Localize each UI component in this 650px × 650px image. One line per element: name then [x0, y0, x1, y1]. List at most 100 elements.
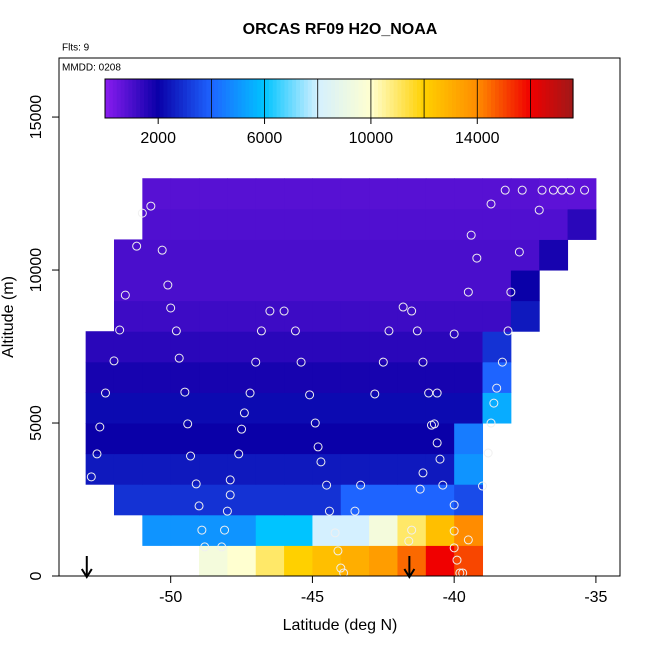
- heat-cell: [369, 392, 398, 424]
- heat-cell: [397, 178, 427, 210]
- heat-cell: [227, 545, 257, 576]
- colorbar-swatch: [495, 79, 500, 118]
- colorbar-swatch: [202, 79, 207, 118]
- heat-cell: [369, 239, 398, 271]
- heat-cell: [284, 239, 313, 271]
- colorbar-swatch: [502, 79, 508, 118]
- heat-cell: [255, 208, 285, 240]
- plot-frame: [58, 57, 621, 577]
- flight-point: [435, 454, 445, 464]
- colorbar-swatch: [190, 79, 196, 118]
- heat-cell: [227, 270, 257, 302]
- heat-cell: [567, 208, 597, 240]
- flight-point: [503, 326, 513, 336]
- heat-cell: [284, 208, 313, 240]
- colorbar-swatch: [253, 79, 258, 118]
- marker-arrowhead: [80, 568, 93, 579]
- heat-cell: [312, 392, 342, 424]
- heat-cell: [340, 239, 370, 271]
- heat-cell: [425, 239, 455, 271]
- colorbar-swatch: [116, 79, 122, 118]
- flight-point: [310, 418, 320, 428]
- heat-cell: [284, 178, 313, 210]
- marker-arrowhead: [403, 568, 416, 579]
- colorbar-swatch: [214, 79, 219, 118]
- colorbar-swatch: [475, 79, 480, 118]
- heat-cell: [284, 392, 313, 424]
- y-tick-label: 15000: [28, 95, 45, 140]
- colorbar-swatch: [175, 79, 180, 118]
- heat-cell: [142, 331, 172, 363]
- heat-cell: [425, 423, 455, 455]
- flight-point: [378, 357, 388, 367]
- heat-cell: [142, 392, 172, 424]
- flight-point: [548, 185, 558, 195]
- flight-point: [466, 230, 476, 240]
- heat-cell: [255, 270, 285, 302]
- heat-cell: [113, 300, 143, 332]
- flight-point: [290, 326, 300, 336]
- colorbar-swatch: [323, 79, 328, 118]
- flight-point: [217, 542, 227, 552]
- colorbar-swatch: [510, 79, 516, 118]
- heat-cell: [142, 514, 172, 546]
- heat-cell: [284, 423, 313, 455]
- flight-point: [449, 329, 459, 339]
- x-tick-label: -35: [584, 589, 607, 606]
- heat-cell: [425, 208, 455, 240]
- heat-cell: [425, 331, 455, 363]
- colorbar-swatch: [452, 79, 457, 118]
- heat-cell: [340, 270, 370, 302]
- flight-point: [452, 555, 462, 565]
- colorbar-swatch: [229, 79, 235, 118]
- heat-cell: [340, 178, 370, 210]
- colorbar-swatch: [522, 79, 527, 118]
- heat-cell: [170, 178, 200, 210]
- flight-point: [174, 353, 184, 363]
- heat-cell: [340, 331, 370, 363]
- heat-cell: [113, 484, 143, 516]
- colorbar-swatch: [514, 79, 519, 118]
- heat-cell: [454, 331, 484, 363]
- colorbar-swatch: [420, 79, 426, 118]
- colorbar-swatch: [292, 79, 297, 118]
- heat-cell: [142, 270, 172, 302]
- flight-point: [237, 424, 247, 434]
- heat-cell: [312, 545, 342, 576]
- colorbar-swatch: [163, 79, 168, 118]
- heat-cell: [454, 361, 484, 393]
- heat-cell: [227, 239, 257, 271]
- heat-cell: [284, 361, 313, 393]
- colorbar-swatch: [257, 79, 262, 118]
- colorbar-swatch: [350, 79, 356, 118]
- flight-point: [463, 287, 473, 297]
- heat-cell: [482, 270, 512, 302]
- flight-point: [200, 542, 210, 552]
- y-tick-label: 5000: [28, 405, 45, 441]
- heat-cell: [425, 178, 455, 210]
- colorbar-swatch: [518, 79, 523, 118]
- heat-cell: [312, 178, 342, 210]
- colorbar-swatch: [557, 79, 562, 118]
- colorbar-swatch: [186, 79, 192, 118]
- heat-cell: [255, 331, 285, 363]
- colorbar-swatch: [565, 79, 570, 118]
- heat-cell: [199, 423, 228, 455]
- heat-cell: [142, 453, 172, 485]
- colorbar-swatch: [268, 79, 274, 118]
- colorbar-swatch: [198, 79, 204, 118]
- heat-cell: [369, 300, 398, 332]
- flight-point: [463, 535, 473, 545]
- heat-cell: [142, 361, 172, 393]
- colorbar-swatch: [222, 79, 227, 118]
- heat-cell: [227, 423, 257, 455]
- y-tick-label: 10000: [28, 248, 45, 293]
- heat-cell: [199, 300, 228, 332]
- heat-cell: [397, 300, 427, 332]
- heat-cell: [340, 300, 370, 332]
- colorbar-swatch: [225, 79, 231, 118]
- flight-point: [472, 253, 482, 263]
- heat-cell: [142, 484, 172, 516]
- flight-point: [100, 388, 110, 398]
